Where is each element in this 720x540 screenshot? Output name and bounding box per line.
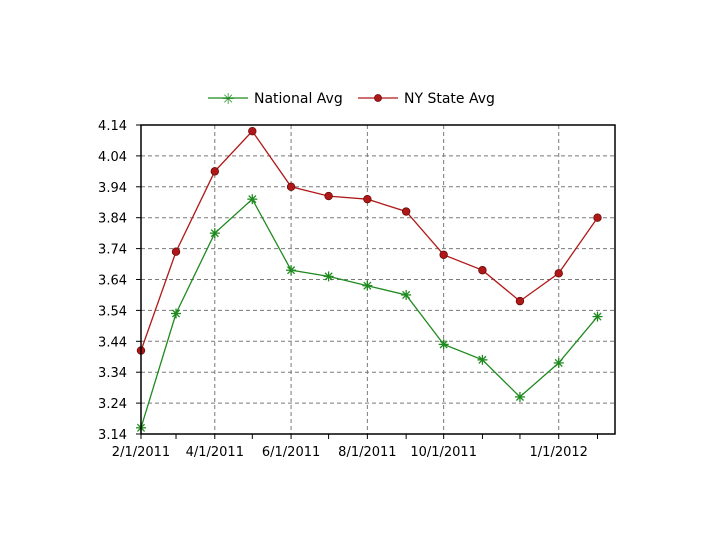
x-tick-label: 6/1/2011 bbox=[262, 445, 320, 460]
y-tick-label: 3.24 bbox=[98, 397, 127, 412]
y-tick-label: 3.44 bbox=[98, 335, 127, 350]
data-point-ny-state-avg bbox=[363, 194, 372, 204]
y-tick-label: 3.14 bbox=[98, 428, 127, 443]
data-point-national-avg bbox=[362, 280, 373, 291]
y-tick-label: 3.34 bbox=[98, 366, 127, 381]
data-point-ny-state-avg bbox=[554, 269, 563, 278]
y-tick-label: 3.84 bbox=[98, 212, 127, 227]
data-point-national-avg bbox=[553, 357, 564, 368]
y-tick-label: 4.04 bbox=[98, 150, 127, 165]
y-tick-label: 3.54 bbox=[98, 304, 127, 319]
y-tick-label: 3.74 bbox=[98, 243, 127, 258]
asterisk-marker-icon: ✳ bbox=[222, 90, 235, 108]
legend: ✳ National Avg NY State Avg bbox=[208, 90, 495, 108]
y-axis-tick-labels: 3.14 3.24 3.34 3.44 3.54 3.64 3.74 3.84 3.94 4.04… bbox=[98, 119, 141, 443]
x-tick-label: 4/1/2011 bbox=[186, 445, 244, 460]
x-tick-label: 1/1/2012 bbox=[530, 445, 588, 460]
y-tick-label: 3.64 bbox=[98, 274, 127, 289]
legend-label-ny-state-avg: NY State Avg bbox=[404, 91, 495, 107]
data-point-ny-state-avg bbox=[286, 182, 296, 191]
series-layer bbox=[136, 126, 603, 433]
data-point-ny-state-avg bbox=[210, 167, 219, 176]
circle-marker-icon bbox=[374, 94, 382, 102]
x-axis-tick-labels: 2/1/2011 4/1/2011 6/1/2011 8/1/2011 10/1/201… bbox=[112, 434, 598, 460]
data-point-national-avg bbox=[323, 271, 334, 282]
data-point-national-avg bbox=[247, 194, 258, 205]
y-tick-label: 4.14 bbox=[98, 119, 127, 134]
data-point-ny-state-avg bbox=[248, 126, 257, 136]
data-point-ny-state-avg bbox=[324, 191, 333, 201]
data-point-national-avg bbox=[592, 311, 603, 322]
data-point-ny-state-avg bbox=[401, 207, 411, 216]
data-point-national-avg bbox=[171, 308, 182, 319]
data-point-ny-state-avg bbox=[439, 250, 448, 259]
data-point-ny-state-avg bbox=[515, 296, 525, 306]
data-point-ny-state-avg bbox=[478, 266, 487, 275]
x-tick-label: 8/1/2011 bbox=[338, 445, 396, 460]
data-point-ny-state-avg bbox=[593, 213, 602, 222]
data-point-national-avg bbox=[401, 289, 412, 300]
data-point-national-avg bbox=[514, 391, 525, 402]
x-tick-label: 2/1/2011 bbox=[112, 445, 170, 460]
data-point-national-avg bbox=[438, 339, 449, 350]
y-tick-label: 3.94 bbox=[98, 181, 127, 196]
data-point-national-avg bbox=[286, 265, 297, 276]
legend-label-national-avg: National Avg bbox=[254, 91, 343, 107]
data-point-national-avg bbox=[477, 354, 488, 365]
data-point-ny-state-avg bbox=[171, 247, 181, 256]
x-tick-label: 10/1/2011 bbox=[410, 445, 477, 460]
plot-frame bbox=[140, 124, 616, 435]
data-point-national-avg bbox=[209, 228, 220, 239]
